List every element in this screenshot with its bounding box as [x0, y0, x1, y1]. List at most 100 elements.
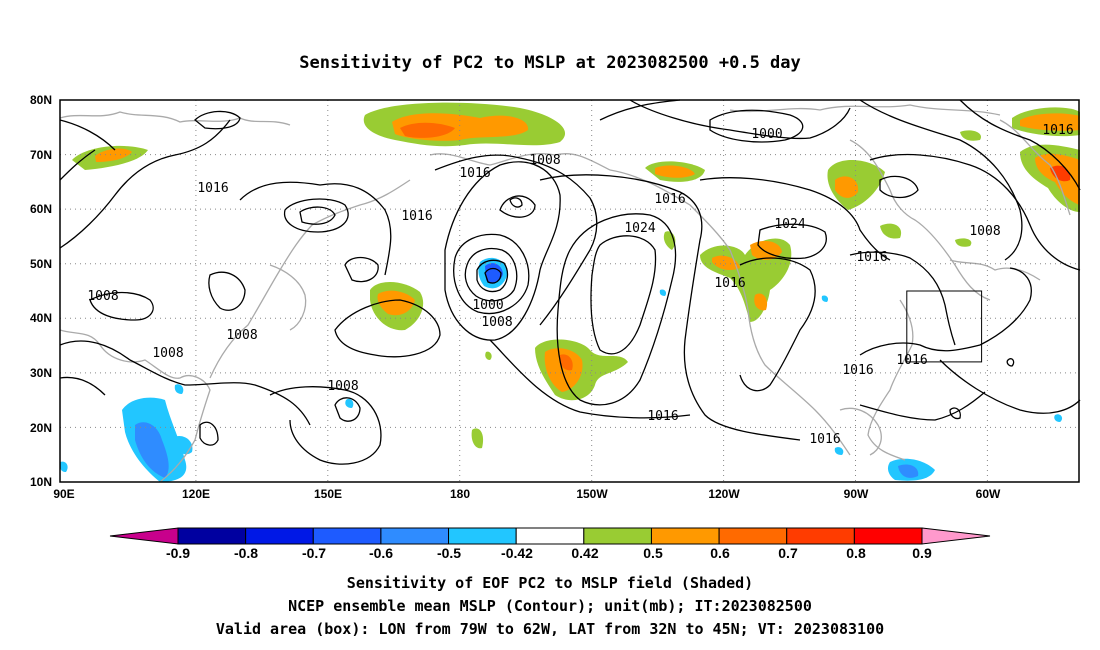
lat-label: 80N: [30, 93, 52, 107]
shade-small-green-5: [880, 223, 902, 239]
contour-low-1000: [476, 259, 509, 293]
lat-label: 10N: [30, 475, 52, 489]
contour-1016-atlantic-high: [859, 267, 1032, 356]
coast-hudson: [849, 139, 991, 301]
contour-label: 1016: [896, 353, 927, 368]
colorbar: -0.9 -0.8 -0.7 -0.6 -0.5 -0.42 0.42 0.5 …: [109, 527, 991, 561]
contour-1016-japan: [239, 181, 392, 276]
contour-label: 1016: [197, 181, 228, 196]
contour-1020-rockies: [739, 257, 816, 392]
coast-arctic-canada: [729, 104, 1001, 116]
colorbar-label: -0.6: [369, 545, 393, 561]
lat-label: 70N: [30, 148, 52, 162]
coast-east-america: [867, 299, 914, 461]
contour-low-1004: [464, 247, 518, 302]
shade-greenland-red: [1050, 165, 1071, 182]
map-panel: 1016 1008 1016 1000 1016 1016 1024 1024 …: [30, 93, 1081, 501]
lon-label: 150E: [314, 487, 342, 501]
colorbar-box: [650, 527, 720, 545]
contour-label: 1008: [481, 315, 512, 330]
colorbar-box: [177, 527, 247, 545]
contour-label: 1016: [459, 166, 490, 181]
coast-gulf-mexico: [839, 407, 882, 456]
contour-1016-south: [489, 339, 691, 419]
colorbar-label: 0.7: [778, 545, 798, 561]
contour-label: 1024: [624, 221, 655, 236]
contour-siberia-north: [59, 119, 116, 151]
contour-label: 1024: [774, 217, 805, 232]
contour-small-high: [283, 198, 349, 233]
footer-line-3: Valid area (box): LON from 79W to 62W, L…: [216, 620, 884, 638]
contour-label: 1008: [87, 289, 118, 304]
coast-east-asia: [209, 179, 411, 379]
contour-small-9: [949, 407, 961, 420]
contour-label: 1000: [751, 127, 782, 142]
contour-1000-arctic: [709, 109, 804, 143]
contour-low-996: [484, 267, 502, 284]
map-border: [59, 99, 1080, 483]
contour-high-1020: [556, 213, 677, 406]
shade-hawaii-dark-orange: [559, 354, 573, 371]
shade-philippines-light-blue: [172, 435, 193, 455]
lat-label: 30N: [30, 366, 52, 380]
contour-label: 1016: [842, 363, 873, 378]
colorbar-label: -0.42: [501, 545, 533, 561]
coast-asia: [59, 329, 211, 483]
colorbar-label: -0.9: [166, 545, 190, 561]
lon-label: 120E: [182, 487, 210, 501]
shade-small-green-1: [471, 428, 484, 449]
coast-newfoundland: [949, 259, 1041, 281]
contour-label: 1008: [226, 328, 257, 343]
shade-arctic-orange: [1020, 113, 1080, 131]
footer-line-1: Sensitivity of EOF PC2 to MSLP field (Sh…: [347, 574, 753, 592]
contour-small-high-inner: [299, 206, 336, 225]
contour-label: 1008: [529, 153, 560, 168]
coast-siberia: [59, 111, 291, 126]
contour-label: 1016: [714, 276, 745, 291]
contour-1012-pacific: [334, 299, 441, 358]
coast-japan: [269, 264, 307, 331]
contour-siberia-small: [59, 149, 96, 181]
contour-1016-arc: [434, 154, 598, 326]
shade-small-blue-3: [345, 398, 354, 408]
shade-small-blue-6: [1054, 414, 1063, 422]
colorbar-label: 0.5: [643, 545, 663, 561]
colorbar-box: [718, 527, 788, 545]
contour-small-6: [199, 421, 219, 446]
colorbar-boxes: [177, 527, 923, 545]
contour-1020-atlantic: [939, 359, 1081, 414]
contour-1024-east: [757, 223, 827, 260]
contour-1008-atlantic: [869, 153, 1081, 271]
shade-small-blue-5: [834, 447, 844, 455]
contour-label: 1016: [1042, 123, 1073, 138]
colorbar-labels: -0.9 -0.8 -0.7 -0.6 -0.5 -0.42 0.42 0.5 …: [166, 545, 932, 561]
footer-line-2: NCEP ensemble mean MSLP (Contour); unit(…: [288, 597, 812, 615]
longitude-labels: 90E 120E 150E 180 150W 120W 90W 60W: [53, 487, 1001, 501]
contour-1016-siberia: [59, 119, 231, 249]
colorbar-box: [583, 527, 652, 545]
shade-small-blue-7: [821, 295, 829, 302]
shade-north-america-orange-3: [754, 293, 768, 311]
contour-label: 1016: [647, 409, 678, 424]
lat-label: 60N: [30, 202, 52, 216]
contour-1008-pacific: [269, 386, 382, 465]
colorbar-label: 0.9: [912, 545, 932, 561]
shade-south-china-sea-blue: [135, 422, 169, 478]
shade-hawaii-orange: [544, 348, 583, 392]
negative-sensitivity-shading: [60, 257, 1063, 482]
positive-sensitivity-shading: [72, 102, 1080, 449]
contour-small-1: [194, 110, 241, 130]
lon-label: 150W: [576, 487, 608, 501]
contour-1016-greenland: [959, 99, 1081, 191]
shade-small-blue-4: [659, 289, 667, 296]
contour-1008-tropical: [59, 340, 311, 426]
contour-1016-east-america: [849, 251, 956, 346]
lon-label: 120W: [708, 487, 740, 501]
colorbar-box: [786, 527, 855, 545]
contour-arctic-1: [629, 99, 851, 140]
shade-siberia-orange: [95, 148, 132, 162]
contour-1008-asia: [89, 291, 154, 321]
shade-small-blue-2: [174, 384, 184, 394]
contour-small-3: [208, 271, 246, 311]
